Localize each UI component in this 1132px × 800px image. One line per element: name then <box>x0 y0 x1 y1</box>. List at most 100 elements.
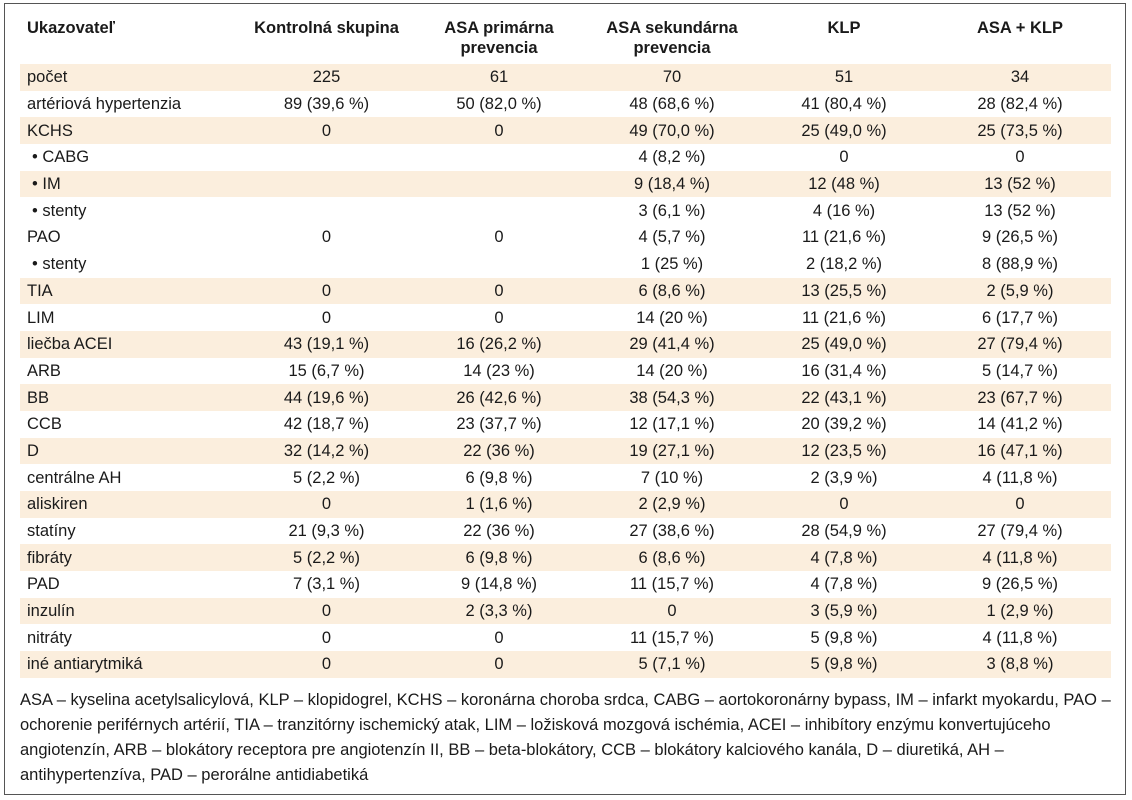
table-cell: 23 (67,7 %) <box>929 384 1111 411</box>
table-cell: 14 (41,2 %) <box>977 415 1063 434</box>
table-cell: 5 (7,1 %) <box>585 651 759 678</box>
row-label: KCHS <box>20 117 240 145</box>
row-label: D <box>20 437 240 465</box>
table-row: KCHS 0 0 49 (70,0 %) 25 (49,0 %) 25 (73,5 %) <box>20 117 1111 145</box>
table-cell: 6 (9,8 %) <box>413 544 585 572</box>
table-cell: 34 <box>929 64 1111 91</box>
table-row: inzulín 0 2 (3,3 %) 0 3 (5,9 %) 1 (2,9 %) <box>20 597 1111 625</box>
table-cell: 4 (5,7 %) <box>638 228 706 247</box>
table-cell: 0 <box>494 228 504 247</box>
header-asa-klp: ASA + KLP <box>976 19 1064 37</box>
table-cell: 0 <box>494 308 504 327</box>
table-cell: 0 <box>1015 148 1025 167</box>
table-cell: 13 (52 %) <box>929 170 1111 198</box>
row-label: centrálne AH <box>27 468 122 487</box>
table-row: iné antiarytmiká 0 0 5 (7,1 %) 5 (9,8 %) 3 (8… <box>20 651 1111 678</box>
table-cell: 16 (31,4 %) <box>801 361 887 380</box>
table-frame: Ukazovateľ Kontrolná skupina ASA primárn… <box>4 3 1126 795</box>
table-cell: 29 (41,4 %) <box>585 330 759 358</box>
table-cell: 0 <box>321 628 332 647</box>
table-cell: 0 <box>240 277 413 305</box>
table-row: fibráty 5 (2,2 %) 6 (9,8 %) 6 (8,6 %) 4 (7,8… <box>20 544 1111 572</box>
row-label: statíny <box>27 522 76 541</box>
table-cell: 32 (14,2 %) <box>240 437 413 465</box>
table-cell: 42 (18,7 %) <box>283 415 370 434</box>
table-cell <box>240 144 413 171</box>
table-cell: 0 <box>321 228 332 247</box>
table-row: PAD 7 (3,1 %) 9 (14,8 %) 11 (15,7 %) 4 (7,8 … <box>20 571 1111 598</box>
table-cell: 6 (8,6 %) <box>585 544 759 572</box>
table-cell: 13 (52 %) <box>984 201 1056 220</box>
table-cell: 9 (18,4 %) <box>585 170 759 198</box>
table-cell: 4 (16 %) <box>812 201 876 220</box>
table-header: Ukazovateľ Kontrolná skupina ASA primárn… <box>20 12 1111 64</box>
table-row: • CABG 4 (8,2 %) 0 0 <box>20 144 1111 171</box>
table-cell: 0 <box>413 651 585 678</box>
table-cell: 0 <box>413 277 585 305</box>
data-table: Ukazovateľ Kontrolná skupina ASA primárn… <box>20 12 1111 678</box>
table-row: PAO 0 0 4 (5,7 %) 11 (21,6 %) 9 (26,5 %) <box>20 224 1111 251</box>
table-cell: 5 (14,7 %) <box>981 361 1059 380</box>
table-row: nitráty 0 0 11 (15,7 %) 5 (9,8 %) 4 (11,8 %) <box>20 624 1111 651</box>
table-cell: 26 (42,6 %) <box>413 384 585 411</box>
table-cell: 22 (36 %) <box>413 437 585 465</box>
table-cell: 49 (70,0 %) <box>585 117 759 145</box>
table-body: počet 225 61 70 51 34 artériová hypertenzia 89 … <box>20 64 1111 678</box>
table-row: statíny 21 (9,3 %) 22 (36 %) 27 (38,6 %) 28 … <box>20 518 1111 545</box>
table-cell <box>240 170 413 198</box>
table-cell: 28 (54,9 %) <box>801 522 887 541</box>
table-cell <box>240 251 413 278</box>
table-cell: 3 (5,9 %) <box>759 597 929 625</box>
table-cell: 44 (19,6 %) <box>240 384 413 411</box>
table-row: liečba ACEI 43 (19,1 %) 16 (26,2 %) 29 (41,… <box>20 330 1111 358</box>
table-cell: 25 (49,0 %) <box>759 330 929 358</box>
header-control-group: Kontrolná skupina <box>254 19 399 37</box>
table-cell: 5 (9,8 %) <box>759 651 929 678</box>
table-cell: 5 (9,8 %) <box>810 628 878 647</box>
table-cell: 50 (82,0 %) <box>456 95 542 114</box>
table-cell: 11 (15,7 %) <box>629 628 715 647</box>
table-cell: 38 (54,3 %) <box>585 384 759 411</box>
row-label: fibráty <box>20 544 240 572</box>
table-cell: 21 (9,3 %) <box>288 522 365 541</box>
table-cell: 9 (26,5 %) <box>981 575 1059 594</box>
table-cell: 4 (8,2 %) <box>638 148 706 167</box>
table-cell: 0 <box>585 597 759 625</box>
row-label: TIA <box>20 277 240 305</box>
table-row: • stenty 3 (6,1 %) 4 (16 %) 13 (52 %) <box>20 197 1111 224</box>
row-label: iné antiarytmiká <box>20 651 240 678</box>
table-cell: 2 (2,9 %) <box>585 491 759 518</box>
table-cell: 27 (38,6 %) <box>629 522 715 541</box>
table-cell <box>413 251 585 278</box>
table-cell: 0 <box>759 491 929 518</box>
table-cell: 0 <box>929 491 1111 518</box>
table-cell <box>413 197 585 224</box>
table-cell: 27 (79,4 %) <box>977 522 1063 541</box>
header-klp: KLP <box>827 19 861 37</box>
table-cell: 43 (19,1 %) <box>240 330 413 358</box>
table-cell: 225 <box>240 64 413 91</box>
table-cell: 2 (3,3 %) <box>413 597 585 625</box>
row-label: artériová hypertenzia <box>27 95 182 114</box>
header-row: Ukazovateľ Kontrolná skupina ASA primárn… <box>20 12 1111 64</box>
table-cell: 4 (7,8 %) <box>759 544 929 572</box>
row-label: PAD <box>27 575 60 594</box>
row-label: • CABG <box>32 148 90 167</box>
table-cell: 6 (8,6 %) <box>585 277 759 305</box>
table-cell <box>413 170 585 198</box>
table-cell: 5 (2,2 %) <box>240 544 413 572</box>
table-cell: 89 (39,6 %) <box>283 95 370 114</box>
table-cell: 15 (6,7 %) <box>288 361 365 380</box>
table-row: počet 225 61 70 51 34 <box>20 64 1111 91</box>
table-cell: 6 (17,7 %) <box>981 308 1059 327</box>
table-cell: 27 (79,4 %) <box>929 330 1111 358</box>
table-cell: 2 (3,9 %) <box>810 468 878 487</box>
table-row: BB 44 (19,6 %) 26 (42,6 %) 38 (54,3 %) 22 (4… <box>20 384 1111 411</box>
table-cell: 51 <box>759 64 929 91</box>
table-cell: 4 (11,8 %) <box>982 628 1058 647</box>
table-cell: 14 (23 %) <box>463 361 535 380</box>
table-cell: 1 (2,9 %) <box>929 597 1111 625</box>
header-asa-secondary: ASA sekundárna prevencia <box>606 19 738 57</box>
table-cell: 2 (5,9 %) <box>929 277 1111 305</box>
table-cell: 0 <box>494 628 504 647</box>
